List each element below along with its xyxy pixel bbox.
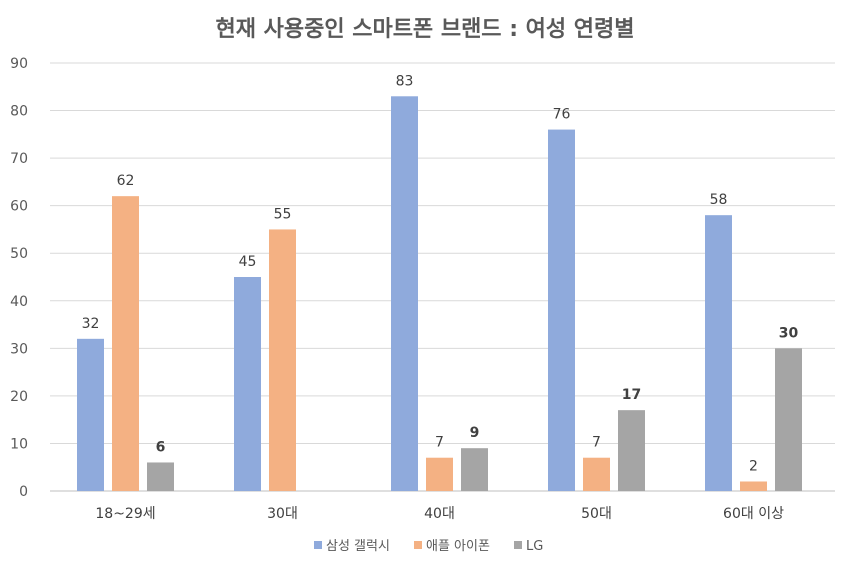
data-label: 32 (82, 316, 100, 332)
bar (618, 410, 645, 491)
legend-label: LG (526, 539, 543, 554)
x-tick-label: 40대 (424, 506, 455, 522)
y-tick-label: 10 (10, 436, 28, 452)
data-label: 30 (779, 325, 799, 341)
data-label: 17 (622, 387, 641, 403)
y-axis-ticks: 0 10 20 30 40 50 60 70 80 90 (10, 56, 28, 500)
bar (234, 277, 261, 491)
data-label: 45 (239, 254, 257, 270)
bar (426, 457, 453, 491)
data-label: 76 (553, 107, 571, 123)
legend-swatch (314, 541, 322, 549)
data-label: 7 (435, 435, 444, 451)
bar (112, 196, 139, 491)
bar (740, 481, 767, 491)
y-tick-label: 20 (10, 389, 28, 405)
y-tick-label: 80 (10, 104, 28, 120)
legend-swatch (414, 541, 422, 549)
bar (77, 338, 104, 491)
data-labels: 32 62 6 45 55 83 7 9 76 7 17 58 2 30 (82, 73, 799, 474)
y-tick-label: 90 (10, 56, 28, 72)
data-label: 83 (396, 73, 414, 89)
data-label: 9 (470, 425, 480, 441)
legend: 삼성 갤럭시 애플 아이폰 LG (314, 539, 543, 554)
bar (775, 348, 802, 491)
bars (77, 96, 802, 492)
x-axis-ticks: 18~29세 30대 40대 50대 60대 이상 (95, 506, 784, 522)
data-label: 7 (592, 435, 601, 451)
y-tick-label: 40 (10, 294, 28, 310)
bar (548, 129, 575, 492)
y-tick-label: 0 (19, 484, 28, 500)
data-label: 58 (710, 192, 728, 208)
y-tick-label: 60 (10, 199, 28, 215)
legend-swatch (514, 541, 522, 549)
data-label: 2 (749, 458, 758, 474)
gridlines (50, 62, 835, 492)
data-label: 55 (274, 206, 292, 222)
data-label: 6 (156, 439, 166, 455)
y-tick-label: 30 (10, 341, 28, 357)
x-tick-label: 50대 (581, 506, 612, 522)
bar (461, 448, 488, 491)
bar (269, 229, 296, 491)
legend-label: 삼성 갤럭시 (326, 539, 390, 554)
bar (147, 462, 174, 491)
chart-title: 현재 사용중인 스마트폰 브랜드 : 여성 연령별 (215, 17, 634, 42)
y-tick-label: 50 (10, 246, 28, 262)
bar (705, 215, 732, 491)
x-tick-label: 60대 이상 (723, 506, 784, 522)
y-tick-label: 70 (10, 151, 28, 167)
data-label: 62 (117, 173, 135, 189)
legend-label: 애플 아이폰 (426, 539, 490, 554)
x-tick-label: 30대 (267, 506, 298, 522)
bar (583, 457, 610, 491)
bar (391, 96, 418, 492)
x-tick-label: 18~29세 (95, 506, 155, 522)
